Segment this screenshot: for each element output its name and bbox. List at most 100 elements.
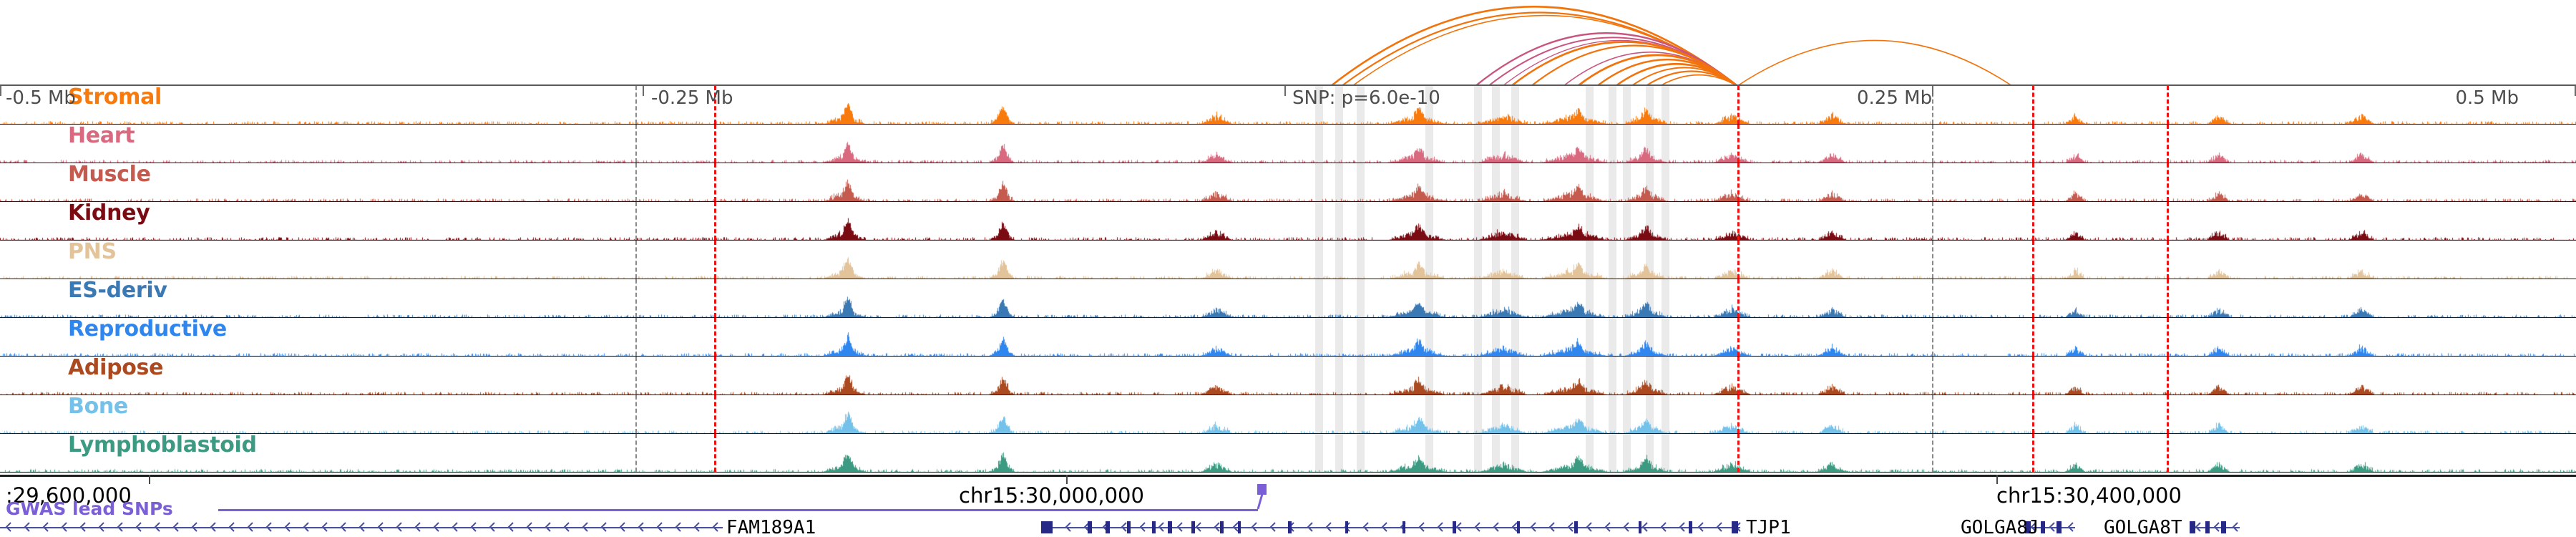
strand-arrow-icon bbox=[656, 522, 663, 532]
gene-exon bbox=[2221, 521, 2226, 533]
gwas-lead-snps-track[interactable]: GWAS lead SNPs bbox=[0, 484, 2576, 519]
strand-arrow-icon bbox=[1214, 522, 1220, 532]
snp-marker-line bbox=[2167, 163, 2169, 201]
strand-arrow-icon bbox=[1679, 522, 1685, 532]
gene-exon bbox=[1106, 521, 1110, 533]
grey-guide-line bbox=[635, 125, 637, 163]
coordinate-label: :29,600,000 bbox=[6, 483, 132, 508]
strand-arrow-icon bbox=[507, 522, 514, 532]
gene-exon bbox=[2041, 521, 2045, 533]
signal-profile bbox=[0, 318, 2576, 356]
strand-arrow-icon bbox=[1474, 522, 1480, 532]
gene-exon bbox=[2025, 521, 2031, 533]
strand-arrow-icon bbox=[1716, 522, 1722, 532]
signal-track[interactable]: Muscle bbox=[0, 163, 2576, 202]
signal-profile bbox=[0, 434, 2576, 472]
gene-exon bbox=[1238, 521, 1241, 533]
signal-track[interactable]: Adipose bbox=[0, 357, 2576, 395]
gene-exon bbox=[1220, 521, 1224, 533]
gene-exon bbox=[1453, 521, 1456, 533]
snp-marker-line bbox=[714, 86, 716, 124]
signal-profile bbox=[0, 395, 2576, 433]
strand-arrow-icon bbox=[433, 522, 439, 532]
loop-arc bbox=[1737, 39, 2013, 86]
axis-tick bbox=[1932, 86, 1933, 96]
strand-arrow-icon bbox=[545, 522, 551, 532]
strand-arrow-icon bbox=[42, 522, 49, 532]
gene-annotation-track[interactable]: FAM189A1 TJP1 GOLGA8J GOLGA8T bbox=[0, 517, 2576, 537]
gene-label-fam189a1[interactable]: FAM189A1 bbox=[726, 517, 816, 537]
grey-guide-line bbox=[1932, 86, 1933, 124]
gene-exon bbox=[2205, 521, 2210, 533]
signal-track[interactable]: Heart bbox=[0, 125, 2576, 163]
signal-track[interactable]: -0.5 Mb -0.25 Mb SNP: p=6.0e-10 0.25 Mb 0.5 … bbox=[0, 86, 2576, 125]
strand-arrow-icon bbox=[1548, 522, 1555, 532]
signal-track[interactable]: Lymphoblastoid bbox=[0, 434, 2576, 473]
axis-tick bbox=[1284, 86, 1286, 96]
strand-arrow-icon bbox=[1660, 522, 1667, 532]
grey-guide-line bbox=[1932, 202, 1933, 240]
strand-arrow-icon bbox=[693, 522, 700, 532]
grey-guide-line bbox=[635, 357, 637, 395]
strand-arrow-icon bbox=[247, 522, 253, 532]
signal-track[interactable]: Kidney bbox=[0, 202, 2576, 241]
snp-marker-line bbox=[2032, 434, 2034, 472]
grey-guide-line bbox=[1932, 395, 1933, 433]
signal-track[interactable]: ES-deriv bbox=[0, 279, 2576, 318]
strand-arrow-icon bbox=[98, 522, 104, 532]
gwas-connector bbox=[1257, 484, 1267, 510]
strand-arrow-icon bbox=[526, 522, 532, 532]
gene-exon bbox=[1639, 521, 1641, 533]
track-label-lymphoblastoid: Lymphoblastoid bbox=[68, 434, 257, 458]
strand-arrow-icon bbox=[1158, 522, 1164, 532]
strand-arrow-icon bbox=[358, 522, 365, 532]
axis-tick bbox=[0, 86, 1, 96]
snp-marker-line bbox=[2167, 357, 2169, 395]
strand-arrow-icon bbox=[340, 522, 346, 532]
grey-guide-line bbox=[635, 395, 637, 433]
strand-arrow-icon bbox=[712, 522, 718, 532]
snp-marker-line bbox=[2167, 86, 2169, 124]
gwas-track-label: GWAS lead SNPs bbox=[6, 498, 173, 519]
signal-profile bbox=[0, 125, 2576, 163]
gene-label-tjp1[interactable]: TJP1 bbox=[1746, 517, 1791, 537]
snp-marker-line bbox=[1737, 86, 1740, 124]
track-label-kidney: Kidney bbox=[68, 202, 150, 226]
strand-arrow-icon bbox=[24, 522, 30, 532]
gwas-snp-marker[interactable] bbox=[1257, 484, 1267, 495]
gene-exon bbox=[1088, 521, 1092, 533]
strand-arrow-icon bbox=[154, 522, 160, 532]
grey-guide-line bbox=[635, 202, 637, 240]
snp-marker-line bbox=[1737, 434, 1740, 472]
signal-profile bbox=[0, 279, 2576, 317]
axis-line bbox=[0, 475, 2576, 477]
grey-guide-line bbox=[1932, 318, 1933, 356]
strand-arrow-icon bbox=[1065, 522, 1071, 532]
snp-marker-line bbox=[714, 318, 716, 356]
strand-arrow-icon bbox=[582, 522, 588, 532]
gene-label-golga8j[interactable]: GOLGA8J bbox=[1961, 517, 2039, 537]
signal-track[interactable]: Reproductive bbox=[0, 318, 2576, 357]
signal-track[interactable]: Bone bbox=[0, 395, 2576, 434]
gene-label-golga8t[interactable]: GOLGA8T bbox=[2104, 517, 2182, 537]
snp-marker-line bbox=[1737, 125, 1740, 163]
snp-marker-line bbox=[714, 241, 716, 279]
signal-track[interactable]: PNS bbox=[0, 241, 2576, 279]
strand-arrow-icon bbox=[1381, 522, 1387, 532]
gene-exon bbox=[1152, 521, 1156, 533]
strand-arrow-icon bbox=[2030, 522, 2036, 532]
grey-guide-line bbox=[1932, 279, 1933, 317]
coordinate-label: chr15:30,400,000 bbox=[1996, 483, 2182, 508]
track-label-adipose: Adipose bbox=[68, 357, 164, 380]
snp-marker-line bbox=[714, 163, 716, 201]
axis-tick bbox=[643, 86, 644, 96]
chromatin-loop-arcs bbox=[1330, 6, 2013, 86]
strand-arrow-icon bbox=[79, 522, 86, 532]
gene-exon bbox=[2057, 521, 2062, 533]
strand-arrow-icon bbox=[2049, 522, 2055, 532]
gene-exon bbox=[1689, 521, 1692, 533]
strand-arrow-icon bbox=[470, 522, 477, 532]
strand-arrow-icon bbox=[2067, 522, 2074, 532]
track-label-pns: PNS bbox=[68, 241, 117, 264]
grey-guide-line bbox=[635, 279, 637, 317]
